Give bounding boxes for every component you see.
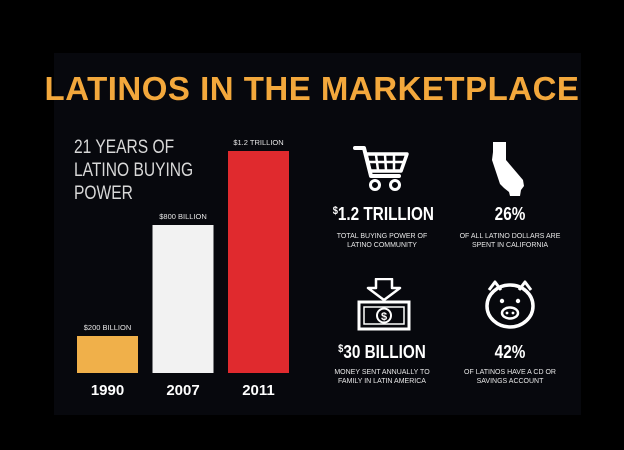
- stat-description-savings: OF LATINOS HAVE A CD OR SAVINGS ACCOUNT: [464, 369, 556, 385]
- bar-2007: [152, 225, 214, 373]
- piggy-bank-icon: [485, 280, 535, 329]
- stat-value-remittances: $30 BILLION: [338, 342, 426, 362]
- infographic-panel: [54, 53, 581, 415]
- stat-description-buying-power: TOTAL BUYING POWER OF LATINO COMMUNITY: [336, 233, 428, 249]
- bar-value-label-2007: $800 BILLION: [159, 212, 207, 221]
- x-tick-label-2011: 2011: [242, 382, 275, 399]
- x-tick-label-1990: 1990: [91, 382, 124, 399]
- stat-value-buying-power: $1.2 TRILLION: [332, 204, 434, 224]
- stat-value-savings: 42%: [494, 342, 526, 362]
- x-tick-label-2007: 2007: [166, 382, 199, 399]
- stat-description-remittances: MONEY SENT ANNUALLY TO FAMILY IN LATIN A…: [334, 369, 430, 385]
- bar-1990: [77, 336, 138, 373]
- shopping-cart-icon: [353, 146, 409, 191]
- stat-description-california: OF ALL LATINO DOLLARS ARE SPENT IN CALIF…: [459, 233, 561, 249]
- bar-2011: [228, 151, 289, 373]
- bar-value-label-2011: $1.2 TRILLION: [233, 138, 283, 147]
- stat-value-california: 26%: [494, 204, 526, 224]
- chart-subtitle: 21 YEARS OF LATINO BUYING POWER: [74, 137, 194, 204]
- money-transfer-icon: $: [357, 278, 411, 331]
- california-map-icon: [492, 142, 524, 196]
- svg-text:$: $: [381, 311, 387, 323]
- bar-value-label-1990: $200 BILLION: [84, 323, 132, 332]
- page-title: LATINOS IN THE MARKETPLACE: [44, 70, 580, 107]
